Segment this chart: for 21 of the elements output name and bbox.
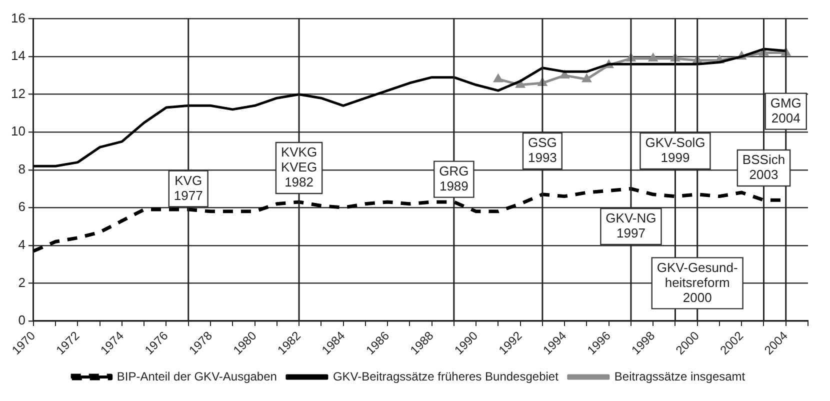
ref-line-label: GSG 1993 [528, 135, 557, 166]
ref-line-label: KVKG KVEG 1982 [280, 144, 318, 190]
y-tick-label: 16 [10, 10, 26, 26]
y-tick-label: 0 [18, 312, 26, 328]
legend-label: BIP-Anteil der GKV-Ausgaben [116, 369, 277, 384]
ref-line-label: GRG 1989 [439, 163, 469, 194]
ref-line-label: GMG 2004 [770, 95, 802, 126]
y-tick-label: 14 [10, 48, 26, 64]
legend-label: Beitragssätze insgesamt [614, 369, 746, 384]
y-tick-label: 8 [18, 161, 26, 176]
ref-line-label: GKV-SolG 1999 [645, 135, 706, 166]
y-tick-label: 10 [10, 124, 26, 139]
ref-line-label: BSSich 2003 [742, 152, 786, 182]
y-tick-label: 12 [10, 86, 26, 101]
y-tick-label: 6 [18, 199, 26, 214]
legend-label: GKV-Beitragssätze früheres Bundesgebiet [332, 369, 560, 384]
y-tick-label: 4 [18, 236, 26, 252]
ref-line-label: GKV-NG 1997 [606, 210, 656, 241]
ref-line-label: GKV-Gesund- heitsreform 2000 [656, 260, 738, 305]
y-tick-label: 2 [18, 274, 26, 290]
ref-line-label: KVG 1977 [174, 172, 203, 203]
